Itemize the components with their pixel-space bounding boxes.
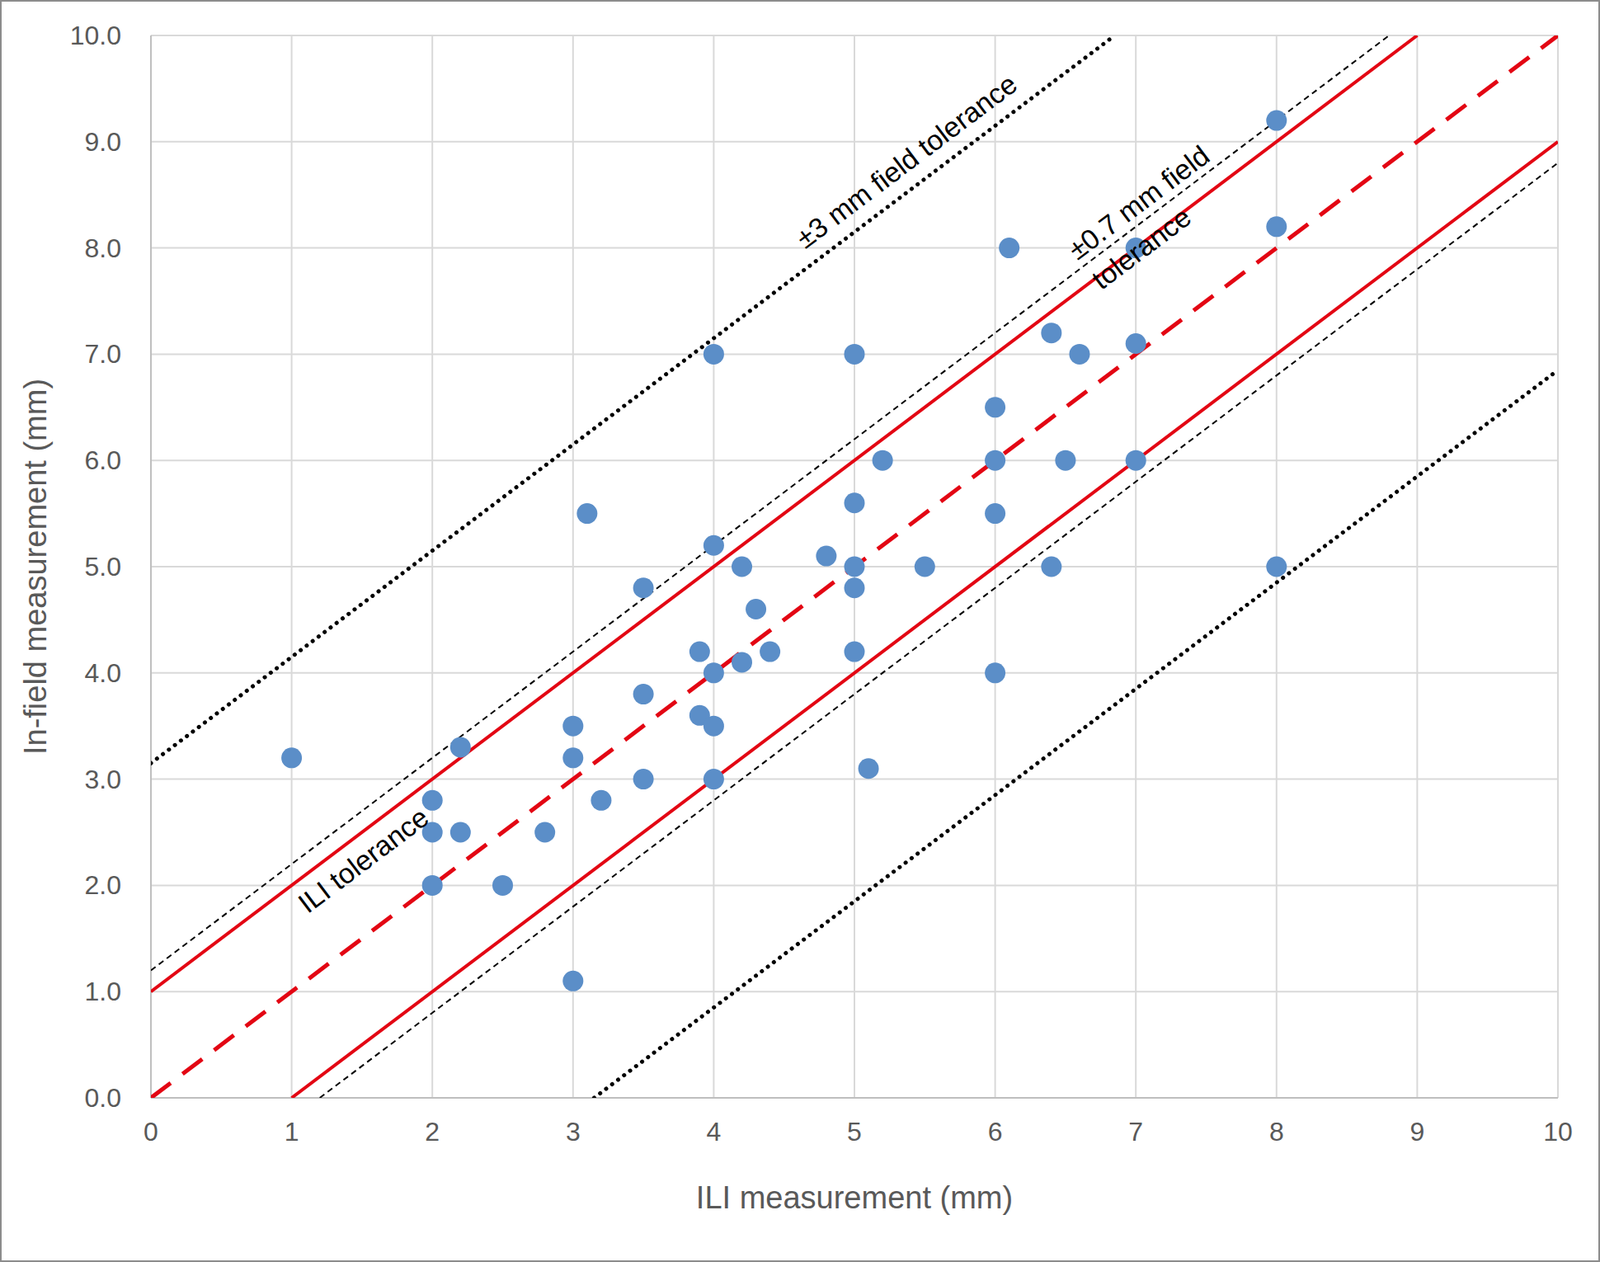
line-solid: [150, 35, 1417, 992]
y-grid-line: [150, 247, 1558, 250]
chart-border: [0, 0, 1600, 1262]
annotation: ILI tolerance: [291, 800, 434, 919]
x-tick-label: 10: [1543, 1116, 1573, 1147]
data-point: [872, 450, 894, 471]
data-point: [984, 503, 1006, 524]
grid: [150, 35, 1558, 1098]
data-point: [689, 641, 711, 663]
data-point: [281, 747, 302, 768]
data-point: [731, 651, 753, 673]
x-tick-label: 4: [706, 1116, 722, 1147]
data-point: [844, 556, 866, 578]
x-grid-line: [150, 35, 152, 1098]
data-point: [422, 790, 443, 811]
chart: 0 1 2 3 4 5 6 7 8 9 10 0.0 1.0 2.0 3.0 4.0 5.0 6.0 7.0 8.0 9…: [0, 0, 1600, 1262]
x-tick-label: 2: [424, 1116, 440, 1147]
y-grid-line: [150, 141, 1558, 143]
data-point: [703, 768, 725, 790]
points: [281, 110, 1287, 992]
line-dashed: [150, 35, 1389, 970]
data-point: [1068, 343, 1090, 365]
x-tick-label: 5: [847, 1116, 862, 1147]
data-point: [998, 237, 1020, 259]
data-point: [633, 577, 655, 598]
x-tick-label: 1: [284, 1116, 300, 1147]
y-axis-line: [150, 35, 152, 1098]
data-point: [984, 396, 1006, 418]
line-solid: [291, 141, 1558, 1098]
data-point: [745, 598, 767, 620]
line-dotted: [150, 35, 1116, 763]
data-point: [562, 747, 584, 768]
data-point: [759, 641, 781, 663]
data-point: [562, 715, 584, 737]
y-grid-line: [150, 990, 1558, 993]
x-tick-label: 8: [1269, 1116, 1285, 1147]
y-tick-label: 6.0: [84, 445, 122, 476]
data-point: [703, 343, 725, 365]
data-point: [984, 450, 1006, 471]
data-point: [914, 556, 936, 578]
x-tick-label: 0: [143, 1116, 159, 1147]
annotation: ±3 mm field tolerance: [790, 67, 1023, 255]
line-dashed: [320, 163, 1558, 1098]
data-point: [1040, 556, 1062, 578]
data-point: [844, 343, 866, 365]
data-point: [1054, 450, 1076, 471]
data-point: [492, 875, 513, 896]
data-point: [1265, 556, 1287, 578]
data-point: [703, 662, 725, 683]
data-point: [562, 970, 584, 992]
x-tick-label: 9: [1410, 1116, 1426, 1147]
y-tick-label: 8.0: [84, 233, 122, 264]
x-axis-title: ILI measurement (mm): [696, 1180, 1013, 1215]
x-tick-label: 6: [988, 1116, 1003, 1147]
plot-area: [150, 35, 1558, 1098]
x-axis-line: [150, 1096, 1558, 1099]
lines: [150, 35, 1558, 1098]
data-point: [1265, 216, 1287, 237]
y-tick-label: 2.0: [84, 870, 122, 900]
data-point: [590, 790, 612, 811]
line-dotted: [593, 370, 1558, 1098]
x-tick-label: 3: [565, 1116, 581, 1147]
data-point: [703, 535, 725, 556]
y-grid-line: [150, 34, 1558, 37]
data-point: [633, 683, 655, 705]
y-tick-label: 4.0: [84, 658, 122, 688]
data-point: [844, 641, 866, 663]
data-point: [815, 545, 837, 567]
data-point: [1040, 322, 1062, 344]
data-point: [1125, 333, 1147, 354]
data-point: [844, 577, 866, 598]
y-axis-title: In-field measurement (mm): [18, 378, 53, 755]
y-tick-label: 5.0: [84, 551, 122, 582]
data-point: [1125, 450, 1147, 471]
y-grid-line: [150, 778, 1558, 781]
y-grid-line: [150, 1096, 1558, 1099]
line-dashed: [150, 35, 1558, 1098]
x-tick-label: 7: [1128, 1116, 1144, 1147]
y-tick-label: 3.0: [84, 764, 122, 795]
y-grid-line: [150, 884, 1558, 886]
data-point: [534, 822, 556, 843]
y-tick-label: 0.0: [84, 1082, 122, 1113]
data-point: [1265, 110, 1287, 132]
data-point: [731, 556, 753, 578]
data-point: [633, 768, 655, 790]
data-point: [703, 715, 725, 737]
data-point: [844, 492, 866, 513]
annotation: tolerance: [1086, 200, 1198, 296]
y-tick-label: 7.0: [84, 338, 122, 369]
data-point: [450, 822, 471, 843]
data-point: [422, 875, 443, 896]
data-point: [450, 736, 471, 758]
data-point: [576, 503, 598, 524]
y-tick-label: 9.0: [84, 127, 122, 157]
y-tick-label: 10.0: [70, 20, 122, 51]
data-point: [984, 662, 1006, 683]
data-point: [858, 757, 880, 779]
y-tick-label: 1.0: [84, 976, 122, 1007]
